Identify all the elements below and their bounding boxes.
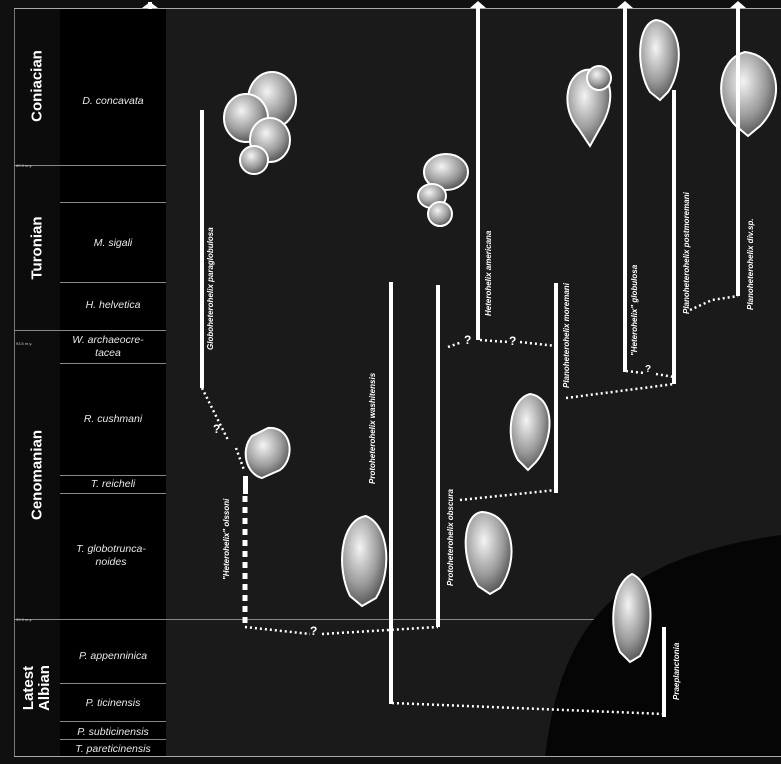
top-border-line (14, 8, 781, 9)
uncertain-mark: ? (310, 624, 318, 638)
range-bar-globulosa (623, 8, 627, 372)
zone-label-r-cushmani: R. cushmani (83, 413, 143, 425)
zone-boundary-line (60, 739, 166, 740)
zone-label-t-pareticinensis: T. pareticinensis (75, 743, 151, 755)
zone-label-t-reicheli: T. reicheli (90, 478, 136, 490)
zone-boundary-line (60, 282, 166, 283)
zone-label-d-concavata: D. concavata (82, 95, 144, 107)
fossil-planoheterohelix-moremani-icon (566, 65, 612, 148)
taxon-label-globoheterohelix: Globoheterohelix paraglobulosa (206, 227, 215, 350)
up-arrow-icon (142, 1, 746, 9)
zone-label-p-subticinensis: P. subticinensis (77, 726, 149, 738)
fossil-protoheterohelix-washitensis-icon (341, 514, 388, 608)
fossil-heterohelix-globulosa-icon (639, 18, 680, 102)
bottom-border-line (14, 756, 781, 757)
uncertain-mark: ? (645, 364, 652, 375)
taxon-label-divsp: Planoheterohelix div.sp. (746, 218, 755, 310)
zone-boundary-line (60, 363, 166, 364)
dashed-lineage-connectors (200, 294, 739, 716)
zone-column (60, 8, 167, 756)
range-bar-olssoni (243, 476, 248, 494)
zone-boundary-line (60, 683, 166, 684)
fossil-planoheterohelix-divsp-icon (720, 50, 777, 138)
fossil-olssoni-icon (244, 426, 291, 480)
range-bar-postmoremani (672, 90, 676, 384)
zone-label-w-archaeocretacea: W. archaeocre-tacea (72, 334, 144, 359)
stage-boundary-line (14, 619, 781, 620)
range-bar-obscura (436, 285, 440, 627)
zone-boundary-line (60, 721, 166, 722)
fossil-globoheterohelix-icon (223, 71, 297, 175)
fossil-heterohelix-americana-icon (417, 153, 469, 227)
range-bar-moremani (554, 283, 558, 493)
range-bar-globoheterohelix (200, 110, 204, 388)
fossil-protoheterohelix-obscura-icon (464, 510, 513, 596)
range-bar-divsp (736, 8, 740, 296)
taxon-label-globulosa: "Heterohelix" globulosa (630, 264, 639, 356)
zone-boundary-line (60, 475, 166, 476)
taxon-label-postmoremani: Planoheterohelix postmoremani (682, 192, 691, 314)
stage-column (14, 8, 62, 756)
age-label: 93.5 m.y. (16, 341, 33, 346)
zone-label-p-ticinensis: P. ticinensis (85, 697, 141, 709)
uncertain-mark: ? (464, 333, 472, 347)
fossil-planoheterohelix-moremani-small-icon (509, 392, 551, 472)
stage-boundary-line (14, 330, 166, 331)
range-bar-americana (476, 8, 480, 340)
stage-boundary-line (14, 165, 166, 166)
uncertain-mark: ? (509, 334, 517, 348)
zone-label-t-globotruncanoides: T. globotrunca-noides (76, 543, 146, 568)
range-bar-washitensis (389, 282, 393, 704)
taxon-label-moremani: Planoheterohelix moremani (562, 283, 571, 388)
taxon-label-obscura: Protoheterohelix obscura (446, 489, 455, 586)
zone-label-m-sigali: M. sigali (93, 237, 133, 249)
taxon-label-olssoni: "Heterohelix" olssoni (222, 498, 231, 580)
zone-label-p-appenninica: P. appenninica (78, 650, 148, 662)
fossil-praeplanctonia-icon (612, 572, 652, 664)
taxon-label-americana: Heterohelix americana (484, 230, 493, 316)
range-bar-praeplanctonia (662, 627, 666, 717)
taxon-label-washitensis: Protoheterohelix washitensis (368, 372, 377, 484)
age-label: 99.3 m.y. (16, 617, 33, 622)
zone-label-h-helvetica: H. helvetica (85, 299, 141, 311)
zone-boundary-line (60, 493, 166, 494)
taxon-label-praeplanctonia: Praeplanctonia (672, 642, 681, 700)
age-label: 89.3 m.y. (16, 163, 33, 168)
uncertain-mark: ? (213, 422, 221, 436)
zone-boundary-line (60, 202, 166, 203)
